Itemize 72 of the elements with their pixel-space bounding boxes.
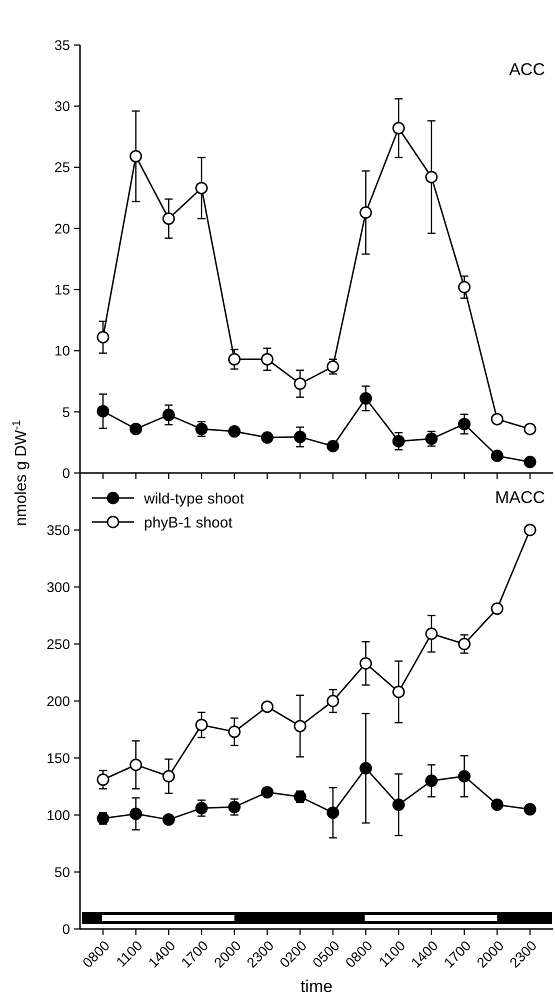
point <box>425 170 438 184</box>
point <box>130 758 142 772</box>
y-tick-label: 20 <box>54 220 70 236</box>
point <box>130 150 142 163</box>
point <box>260 353 274 366</box>
point <box>326 806 340 819</box>
point <box>260 786 274 798</box>
point <box>195 182 208 194</box>
y-tick-label: 25 <box>54 159 70 176</box>
y-tick-label: 15 <box>54 281 70 298</box>
point <box>360 392 372 405</box>
point <box>162 212 175 225</box>
point <box>490 798 504 811</box>
point <box>458 638 471 650</box>
point <box>524 422 536 436</box>
y-tick-label: 250 <box>46 636 70 652</box>
point <box>524 456 536 468</box>
point <box>458 770 471 782</box>
y-tick-label: 35 <box>54 36 70 53</box>
y-tick-label: 0 <box>62 464 70 481</box>
point <box>294 720 306 732</box>
legend-label: wild-type shoot <box>143 490 245 508</box>
point <box>162 408 175 422</box>
point <box>425 627 438 640</box>
point <box>260 431 274 444</box>
point <box>458 280 471 294</box>
point <box>392 798 405 811</box>
point <box>195 718 208 732</box>
point <box>228 353 241 366</box>
point <box>392 686 405 698</box>
text: ACC <box>509 60 545 79</box>
y-tick-label: 350 <box>46 522 70 538</box>
point <box>162 770 175 782</box>
point <box>490 450 504 462</box>
y-tick-label: 5 <box>62 404 70 420</box>
point <box>294 430 306 444</box>
point <box>425 774 438 788</box>
y-tick-label: 150 <box>46 750 70 766</box>
point <box>260 700 274 713</box>
point <box>458 418 471 430</box>
y-tick-label: 0 <box>62 920 70 937</box>
point <box>326 694 340 708</box>
x-axis-title: time <box>300 977 333 996</box>
point <box>195 802 208 814</box>
point <box>228 726 241 738</box>
point <box>326 440 340 452</box>
point <box>294 377 306 390</box>
point <box>96 404 110 418</box>
point <box>524 524 536 536</box>
point <box>130 422 142 436</box>
text: MACC <box>494 488 545 507</box>
y-tick-label: 10 <box>54 342 70 359</box>
point <box>96 331 110 344</box>
point <box>392 434 405 448</box>
point <box>490 602 504 615</box>
y-tick-label: 30 <box>54 98 70 114</box>
point <box>130 808 142 820</box>
point <box>360 657 372 670</box>
y-tick-label: 100 <box>46 806 70 823</box>
y-tick-label: 50 <box>54 864 70 880</box>
point <box>360 762 372 775</box>
y-tick-label: 200 <box>46 692 70 709</box>
point <box>228 800 241 814</box>
point <box>162 813 175 826</box>
point <box>392 122 405 134</box>
point <box>228 425 241 438</box>
point <box>490 412 504 426</box>
point <box>360 206 372 219</box>
point <box>96 773 110 786</box>
y-tick-label: 300 <box>46 578 70 595</box>
legend-label: phyB-1 shoot <box>144 514 234 532</box>
point <box>524 803 536 816</box>
